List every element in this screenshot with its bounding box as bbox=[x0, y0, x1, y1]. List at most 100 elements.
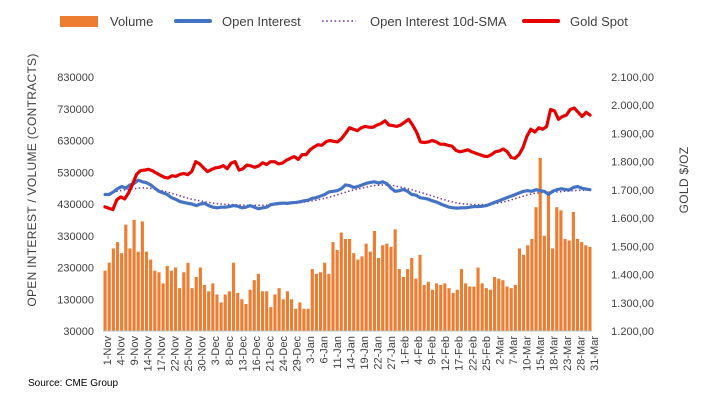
x-axis: 1-Nov 4-Nov 9-Nov 14-Nov 17-Nov 22-Nov 25-Nov 3… bbox=[102, 336, 601, 372]
volume-bar bbox=[211, 283, 215, 332]
volume-bar bbox=[103, 270, 107, 331]
x-tick-label: 25-Nov bbox=[183, 336, 195, 372]
legend: Volume Open Interest Open Interest 10d-S… bbox=[60, 14, 628, 29]
volume-bar bbox=[418, 254, 422, 331]
legend-open-interest-label: Open Interest bbox=[222, 14, 301, 29]
volume-bar bbox=[356, 259, 360, 331]
volume-bar bbox=[285, 291, 289, 331]
y-axis-left: 830000 730000 630000 530000 430000 330000 2300… bbox=[57, 72, 94, 338]
volume-bar bbox=[107, 262, 111, 331]
volume-bar bbox=[281, 299, 285, 331]
volume-bar bbox=[414, 278, 418, 331]
x-tick-label: 25-Feb bbox=[481, 336, 493, 371]
volume-bar bbox=[277, 288, 281, 331]
volume-bar bbox=[352, 253, 356, 331]
open-interest-line bbox=[103, 178, 592, 211]
volume-bar bbox=[505, 286, 509, 331]
volume-bar bbox=[426, 281, 430, 331]
volume-bar bbox=[269, 307, 273, 331]
volume-bar bbox=[439, 284, 443, 331]
y-right-tick-label: 1.800,00 bbox=[611, 157, 654, 169]
x-tick-label: 30-Nov bbox=[197, 336, 209, 372]
y-left-tick-label: 230000 bbox=[57, 263, 94, 275]
volume-bar bbox=[289, 299, 294, 331]
volume-bar bbox=[509, 288, 513, 331]
volume-bar bbox=[443, 283, 447, 332]
volume-bar bbox=[368, 251, 372, 332]
volume-bar bbox=[501, 280, 505, 331]
volume-bar bbox=[260, 291, 265, 331]
volume-bar bbox=[227, 291, 231, 331]
volume-bar bbox=[522, 254, 526, 331]
x-tick-label: 9-Feb bbox=[427, 336, 439, 365]
volume-bar bbox=[202, 284, 207, 331]
volume-bar bbox=[331, 242, 335, 331]
volume-bar bbox=[459, 269, 464, 331]
x-tick-label: 29-Dec bbox=[291, 336, 303, 372]
y-left-tick-label: 30000 bbox=[63, 326, 94, 338]
volume-bar bbox=[318, 272, 323, 331]
x-tick-label: 17-Feb bbox=[454, 336, 466, 371]
y-axis-right-title: GOLD $/OZ bbox=[677, 147, 691, 214]
volume-bar bbox=[551, 248, 555, 331]
x-tick-label: 21-Dec bbox=[264, 336, 276, 372]
y-right-tick-label: 2.100,00 bbox=[611, 72, 654, 84]
volume-bar bbox=[327, 273, 331, 331]
y-left-tick-label: 530000 bbox=[57, 167, 94, 179]
x-tick-label: 9-Nov bbox=[129, 336, 141, 366]
volume-bar bbox=[244, 304, 248, 331]
volume-bar bbox=[256, 273, 260, 331]
legend-volume-swatch bbox=[60, 16, 98, 27]
volume-bar bbox=[161, 283, 165, 332]
volume-bar bbox=[393, 229, 397, 331]
volume-bar bbox=[538, 157, 542, 331]
y-right-tick-label: 1.900,00 bbox=[611, 128, 654, 140]
x-tick-label: 6-Jan bbox=[318, 336, 330, 364]
volume-bar bbox=[377, 257, 381, 331]
x-tick-label: 4-Nov bbox=[116, 336, 128, 366]
volume-bar bbox=[207, 291, 211, 331]
x-tick-label: 3-Dec bbox=[210, 336, 222, 366]
volume-bar bbox=[372, 230, 377, 331]
volume-bar bbox=[480, 283, 484, 332]
volume-bar bbox=[588, 246, 592, 331]
x-tick-label: 31-Mar bbox=[589, 336, 601, 371]
volume-bar bbox=[534, 207, 538, 331]
x-tick-label: 12-Feb bbox=[440, 336, 452, 371]
volume-bar bbox=[348, 238, 352, 331]
volume-bar bbox=[153, 270, 157, 331]
volume-bar bbox=[493, 277, 497, 331]
volume-bar bbox=[339, 232, 343, 331]
volume-bar bbox=[513, 284, 517, 331]
source-note: Source: CME Group bbox=[28, 378, 118, 389]
volume-bar bbox=[546, 191, 551, 331]
volume-bar bbox=[360, 256, 364, 331]
x-tick-label: 1-Nov bbox=[102, 336, 114, 366]
volume-bar bbox=[128, 248, 132, 331]
volume-bar bbox=[111, 248, 115, 331]
volume-bar bbox=[124, 224, 128, 331]
x-tick-label: 23-Mar bbox=[562, 336, 574, 371]
volume-bar bbox=[310, 269, 314, 331]
y-right-tick-label: 1.500,00 bbox=[611, 241, 654, 253]
x-tick-label: 14-Nov bbox=[143, 336, 155, 372]
volume-bar bbox=[476, 267, 480, 331]
y-right-tick-label: 1.200,00 bbox=[611, 326, 654, 338]
volume-bar bbox=[401, 277, 406, 331]
volume-bar bbox=[140, 221, 144, 331]
volume-bar bbox=[294, 308, 298, 331]
volume-bar bbox=[190, 288, 194, 331]
volume-bar bbox=[252, 280, 256, 331]
volume-bar bbox=[422, 284, 426, 331]
volume-bar bbox=[464, 283, 468, 332]
y-left-tick-label: 430000 bbox=[57, 199, 94, 211]
volume-bar bbox=[335, 250, 339, 331]
volume-bar bbox=[306, 308, 310, 331]
volume-bar bbox=[248, 289, 252, 331]
volume-bar bbox=[182, 272, 186, 331]
x-tick-label: 27-Jan bbox=[386, 336, 398, 370]
volume-bar bbox=[555, 207, 559, 331]
x-tick-label: 8-Dec bbox=[224, 336, 236, 366]
volume-bar bbox=[397, 269, 401, 331]
y-right-tick-label: 1.400,00 bbox=[611, 270, 654, 282]
